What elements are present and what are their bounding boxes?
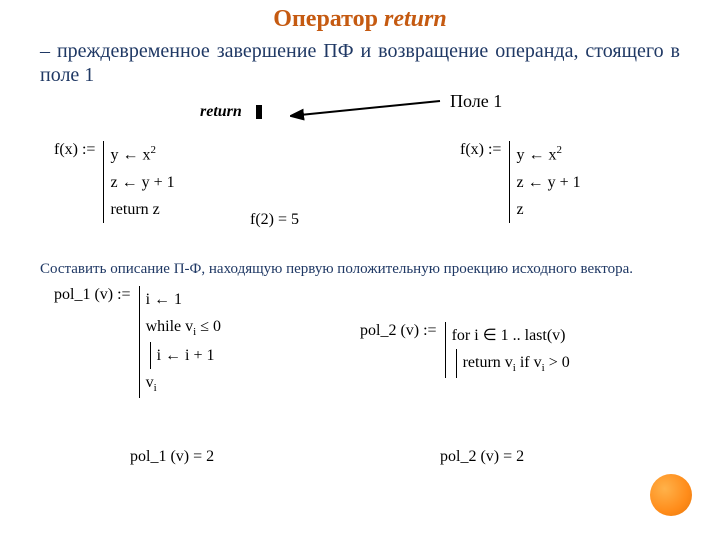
fl-l1exp: 2 [150,144,156,156]
fr-l3: z [516,196,580,223]
pol1-head: pol_1 (v) := [54,286,135,304]
pol1-block: pol_1 (v) := i ← 1 while vi ≤ 0 i ← i + … [54,286,221,398]
pol2-block: pol_2 (v) := for i ∈ 1 .. last(v) return… [360,322,570,378]
pol2-body: for i ∈ 1 .. last(v) return vi if vi > 0 [445,322,570,378]
fr-l2a: z [516,174,523,191]
slide-subtitle: – преждевременное завершение ПФ и возвра… [40,39,680,87]
p1-l2a: while v [146,318,194,335]
fl-l3: return z [110,196,174,223]
pol-row: pol_1 (v) := i ← 1 while vi ≤ 0 i ← i + … [0,286,720,436]
fr-l2b: y + 1 [548,174,581,191]
func-left-block: f(x) := y ← x2 z ← y + 1 return z [54,141,175,223]
task-text: Составить описание П-Ф, находящую первую… [40,261,680,278]
p2-l2c: > 0 [545,354,570,371]
func-right-head: f(x) := [460,141,505,159]
func-left-body: y ← x2 z ← y + 1 return z [103,141,174,223]
pol2-result: pol_2 (v) = 2 [440,448,524,466]
p1-l4sub: i [154,382,157,394]
p1-l1a: i [146,291,150,308]
title-italic: return [384,6,447,32]
func-left-head: f(x) := [54,141,99,159]
p1-l3b: i + 1 [185,347,214,364]
p1-l1b: 1 [174,291,182,308]
p2-l2a: return v [463,354,513,371]
slide-title: Оператор return [0,6,720,33]
func-right-block: f(x) := y ← x2 z ← y + 1 z [460,141,581,223]
return-field-row: return Поле 1 [0,95,720,141]
p2-l2b: if v [516,354,542,371]
arrow-icon [290,91,450,131]
field1-slot [256,105,262,119]
pol1-body: i ← 1 while vi ≤ 0 i ← i + 1 vi [139,286,221,398]
result-row: pol_1 (v) = 2 pol_2 (v) = 2 [0,448,720,478]
p1-l3a: i [157,347,161,364]
func-right-body: y ← x2 z ← y + 1 z [509,141,580,223]
title-prefix: Оператор [273,6,384,32]
p2-l1a: for i [452,327,479,344]
fr-l1a: y [516,146,524,163]
f2-result: f(2) = 5 [250,211,299,229]
decorative-dot [650,474,692,516]
p1-l2b: ≤ 0 [196,318,221,335]
fr-l1exp: 2 [556,144,562,156]
pol1-result: pol_1 (v) = 2 [130,448,214,466]
pol2-head: pol_2 (v) := [360,322,441,340]
fl-l2a: z [110,174,117,191]
p2-l1b: 1 .. last(v) [501,327,566,344]
return-keyword: return [200,103,242,120]
fl-l2b: y + 1 [142,174,175,191]
field1-label: Поле 1 [450,91,502,112]
func-row: f(x) := y ← x2 z ← y + 1 return z f(2) =… [0,141,720,251]
fl-l1a: y [110,146,118,163]
p1-l4a: v [146,374,154,391]
